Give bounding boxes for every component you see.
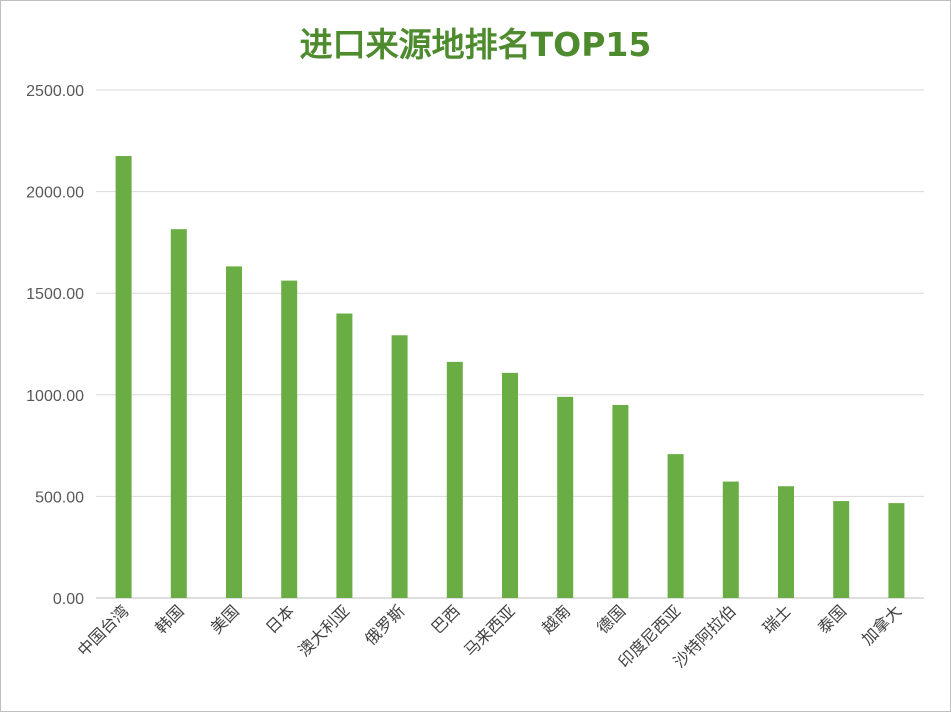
x-category-label: 越南	[538, 601, 574, 637]
bar	[115, 156, 132, 599]
bar	[446, 361, 463, 598]
x-category-label: 德国	[593, 601, 629, 637]
y-tick-label: 2000.00	[26, 185, 84, 202]
x-category-label: 日本	[262, 601, 298, 637]
x-axis: 中国台湾 韩国 美国 日本澳大利亚 俄罗斯 巴西马来西亚 越南 德国印度尼西亚沙特阿拉伯 瑞士泰…	[74, 601, 906, 671]
bar	[170, 229, 187, 598]
bar	[833, 501, 850, 598]
bar	[226, 266, 242, 598]
bar	[557, 396, 574, 598]
bar	[778, 486, 794, 598]
x-category-label: 巴西	[428, 601, 464, 637]
bar	[336, 313, 353, 598]
x-category-label: 马来西亚	[460, 601, 519, 660]
x-category-label: 加拿大	[858, 601, 905, 648]
bar	[888, 503, 905, 598]
x-category-label: 韩国	[152, 601, 188, 637]
y-axis: 0.00 500.00 1000.00 1500.00 2000.00 2500.00	[26, 83, 84, 608]
x-category-label: 澳大利亚	[295, 601, 354, 660]
y-tick-label: 500.00	[35, 489, 84, 506]
chart-title: 进口来源地排名TOP15	[299, 25, 652, 64]
bars	[115, 156, 905, 599]
x-category-label: 美国	[207, 601, 243, 637]
bar	[667, 454, 684, 598]
y-tick-label: 1000.00	[26, 388, 84, 405]
y-tick-label: 0.00	[53, 591, 84, 608]
y-tick-label: 1500.00	[26, 286, 84, 303]
x-category-label: 泰国	[814, 601, 850, 637]
bar	[281, 280, 298, 598]
bar	[722, 481, 739, 598]
x-category-label: 俄罗斯	[361, 601, 408, 648]
bar	[391, 335, 408, 598]
x-category-label: 中国台湾	[74, 601, 133, 660]
y-tick-label: 2500.00	[26, 83, 84, 100]
bar	[612, 404, 629, 598]
x-category-label: 瑞士	[759, 601, 795, 637]
bar	[502, 372, 518, 598]
